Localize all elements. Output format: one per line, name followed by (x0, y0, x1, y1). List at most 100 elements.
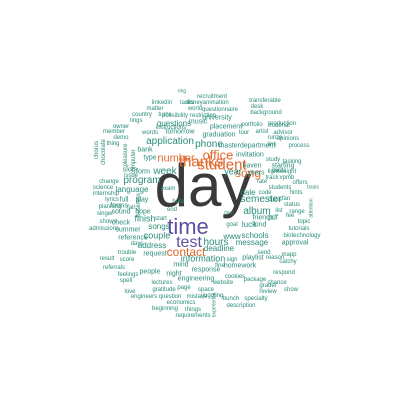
word-message: message (235, 238, 269, 247)
word-tutorials: tutorials (288, 226, 310, 232)
word-world: world (187, 106, 203, 112)
word-pleasure: pleasure (123, 143, 129, 167)
word-years: years (247, 169, 265, 177)
word-contact: contact (166, 245, 206, 259)
word-spell: spell (119, 278, 133, 284)
word-information: information (180, 253, 226, 264)
word-referrals: referrals (102, 265, 126, 271)
word-opinions: opinions (276, 136, 300, 142)
word-chorus: chorus (94, 140, 100, 160)
word-form: form (136, 168, 150, 176)
word-mapp: mapp (281, 252, 297, 258)
word-slots: slots (122, 166, 138, 174)
word-bank: bank (137, 146, 153, 154)
word-hours: hours (203, 237, 229, 248)
word-admissions: admissions (88, 226, 120, 232)
word-link: link (267, 142, 277, 148)
word-full: full (119, 196, 129, 204)
word-university: university (202, 114, 232, 122)
word-business: business (136, 193, 142, 217)
word-cookies: cookies (224, 274, 246, 280)
word-demo: demo (113, 135, 129, 141)
word-planning: planning (98, 204, 122, 210)
word-semester: semester (240, 194, 282, 205)
word-code: code (258, 190, 272, 196)
word-feelings: feelings (117, 272, 139, 278)
word-masterdepartment: masterdepartment (218, 142, 276, 150)
word-page: page (177, 285, 191, 291)
word-package: package (243, 277, 267, 283)
word-score: score (119, 257, 135, 263)
word-singer: singer (96, 211, 114, 217)
word-bulb: bulb (172, 199, 184, 205)
word-question: question (158, 294, 182, 300)
word-respond: respond (273, 270, 295, 276)
word-disneyanimation: disneyanimation (185, 100, 229, 106)
word-schools: schools (241, 231, 269, 240)
word-shows: shows (99, 219, 117, 225)
word-things: things (184, 307, 202, 313)
word-reason: reason (265, 255, 285, 261)
word-internship: internship (92, 191, 120, 197)
word-advisor: advisor (273, 130, 293, 136)
word-specialty: specialty (244, 296, 268, 302)
word-economics: economics (166, 300, 196, 306)
word-status: status (283, 202, 301, 208)
word-language: language (115, 185, 149, 194)
word-science: science (92, 185, 114, 191)
word-send: send (257, 250, 271, 256)
word-linkedin: linkedin (151, 100, 173, 106)
word-sign: sign (226, 257, 238, 263)
word-deadline: deadline (203, 244, 235, 253)
word-forms: forms (110, 202, 128, 210)
word-type: type (143, 154, 157, 162)
word-show: show (283, 287, 299, 293)
word-graduation: graduation (202, 131, 236, 139)
word-thanks: thanks (178, 153, 224, 171)
word-recruitment: recruitment (196, 94, 228, 100)
word-thing: thing (106, 141, 120, 147)
word-artist: artist (255, 129, 269, 135)
word-response: response (191, 266, 221, 274)
word-hope: hope (135, 208, 151, 216)
word-sound: sound (111, 208, 131, 216)
word-play: play (135, 196, 149, 204)
word-phone: phone (195, 139, 223, 150)
word-exam: exam (160, 186, 176, 192)
word-end: end (166, 207, 178, 213)
word-mistake: mistake (186, 294, 208, 300)
word-friends: friends (252, 214, 274, 222)
word-year: year (224, 166, 242, 177)
word-class: class (268, 197, 282, 203)
word-requirements: requirements (175, 313, 211, 319)
word-production: production (267, 121, 297, 127)
word-process: process (288, 143, 310, 149)
word-attention: attention (308, 198, 315, 218)
word-portfolio: portfolio (241, 122, 263, 128)
word-luck: luck (241, 220, 257, 229)
word-dale: dale (240, 188, 256, 197)
word-students: students (268, 185, 292, 191)
word-owner: owner (112, 124, 130, 130)
word-fan: fan (281, 196, 291, 202)
word-tasks: tasks (179, 100, 195, 106)
word-instructions: instructions (155, 125, 187, 131)
word-bunch: bunch (222, 296, 240, 302)
word-program: program (123, 175, 161, 186)
word-background: background (250, 110, 282, 116)
word-rate: rate (256, 179, 268, 185)
word-hints: hints (289, 190, 303, 196)
word-playlist: playlist (242, 254, 264, 262)
word-www: www (223, 232, 241, 241)
word-chocolate: chocolate (101, 139, 107, 165)
word-offers: offers (292, 180, 308, 186)
word-test: test (176, 234, 202, 251)
word-juggling: juggling (202, 293, 224, 299)
word-questionnaire: questionnaire (201, 107, 239, 113)
word-goal: goal (226, 222, 238, 228)
word-ring: ring (177, 88, 187, 95)
word-possibility: possibility (161, 113, 189, 119)
word-request: request (143, 250, 167, 258)
word-biotechnology: biotechnology (283, 233, 321, 239)
